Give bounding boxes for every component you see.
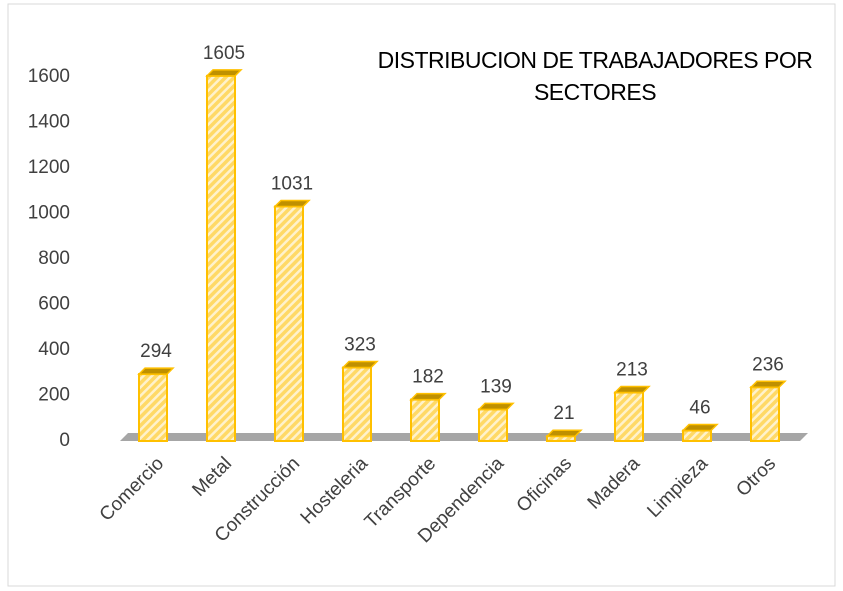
bar-top: [477, 402, 515, 411]
x-tick-label: Comercio: [96, 453, 168, 525]
bar: [410, 398, 440, 442]
x-tick-label: Limpieza: [643, 453, 712, 522]
data-label: 213: [616, 360, 648, 381]
y-tick-label: 800: [38, 248, 70, 269]
data-label: 21: [553, 403, 574, 424]
x-tick-label: Madera: [584, 453, 645, 514]
x-tick-label: Metal: [188, 453, 236, 501]
y-tick-label: 200: [38, 385, 70, 406]
data-label: 1605: [203, 43, 245, 64]
y-tick-label: 1200: [28, 157, 70, 178]
data-label: 1031: [271, 173, 313, 194]
bar-top: [681, 423, 719, 432]
data-label: 294: [140, 341, 172, 362]
data-label: 182: [412, 367, 444, 388]
bar: [614, 391, 644, 443]
y-tick-label: 600: [38, 294, 70, 315]
chart-border: [7, 3, 836, 587]
bar-top: [613, 385, 651, 394]
data-label: 323: [344, 335, 376, 356]
data-label: 139: [480, 376, 512, 397]
bar-top: [749, 380, 787, 389]
bar-top: [137, 367, 175, 375]
bar: [138, 373, 168, 442]
bar: [478, 408, 508, 443]
bar-top: [273, 199, 311, 208]
data-label: 236: [752, 354, 784, 375]
y-tick-label: 1000: [28, 203, 70, 224]
bar: [206, 74, 236, 443]
chart-title: DISTRIBUCION DE TRABAJADORES POR SECTORE…: [377, 47, 813, 105]
bar-top: [545, 429, 583, 437]
data-label: 46: [689, 398, 710, 419]
y-tick-label: 400: [38, 339, 70, 360]
y-tick-label: 0: [59, 430, 70, 451]
bar: [682, 429, 712, 443]
bar: [274, 205, 304, 442]
y-tick-label: 1400: [28, 112, 70, 133]
bar-top: [205, 69, 243, 77]
bar: [750, 386, 780, 442]
y-tick-label: 1600: [28, 66, 70, 87]
x-tick-label: Oficinas: [513, 453, 576, 516]
bar-top: [341, 360, 379, 369]
bar: [342, 366, 372, 442]
bar-top: [409, 392, 447, 401]
x-tick-label: Otros: [732, 453, 780, 501]
